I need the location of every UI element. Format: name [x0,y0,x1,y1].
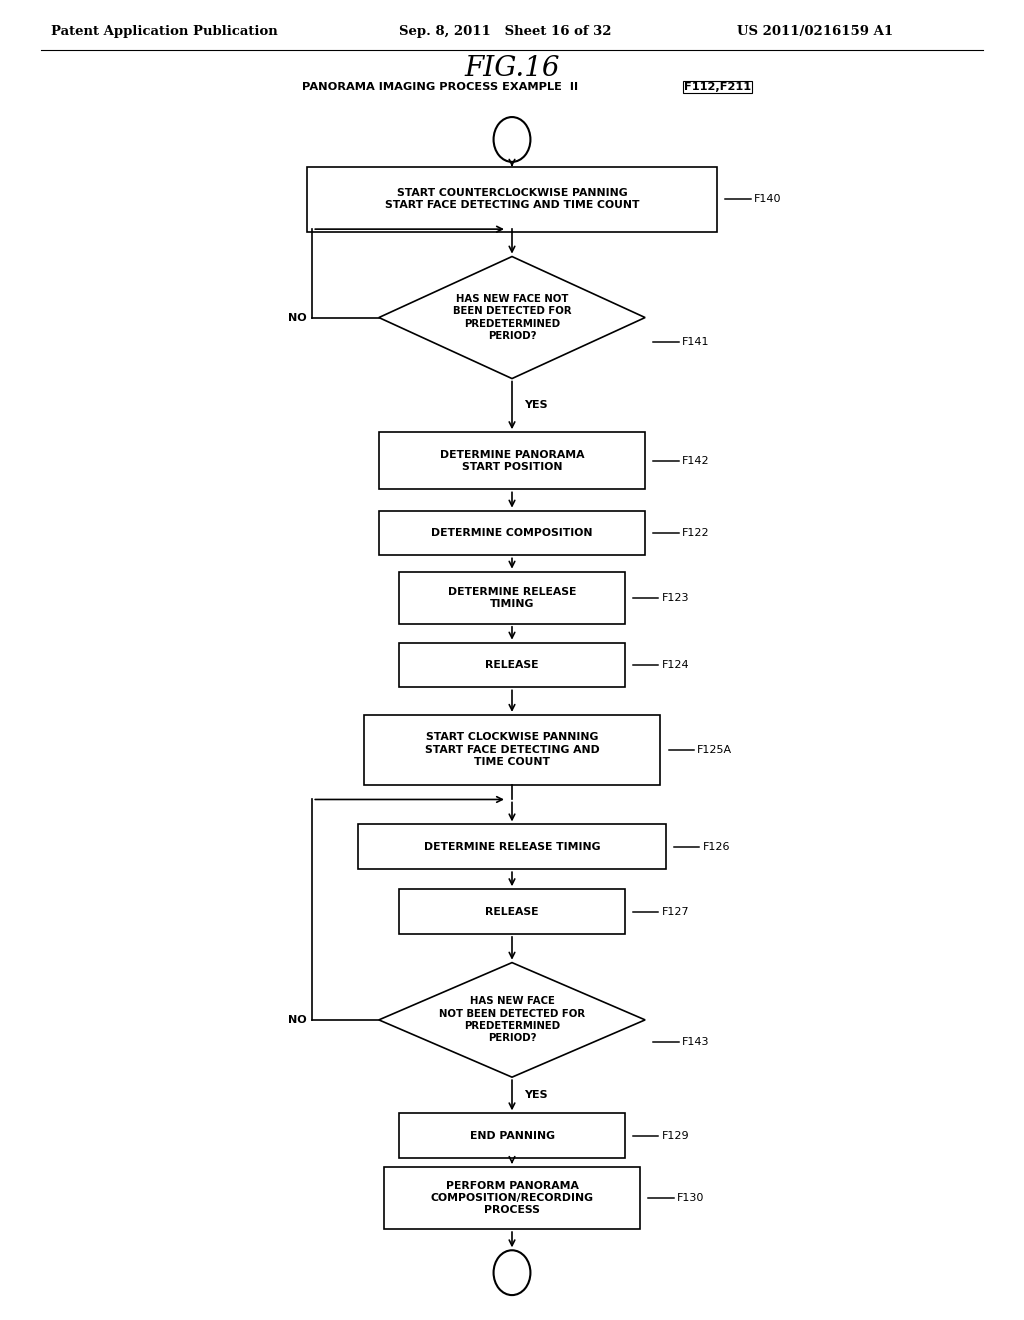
Text: F123: F123 [662,593,689,603]
Text: US 2011/0216159 A1: US 2011/0216159 A1 [737,25,893,38]
Text: F122: F122 [682,528,710,539]
Text: F112,F211: F112,F211 [684,82,752,92]
Text: F142: F142 [682,455,710,466]
Text: F126: F126 [702,842,730,851]
Text: F125A: F125A [697,744,732,755]
Text: FIG.16: FIG.16 [464,55,560,82]
FancyBboxPatch shape [399,643,625,688]
Text: PERFORM PANORAMA
COMPOSITION/RECORDING
PROCESS: PERFORM PANORAMA COMPOSITION/RECORDING P… [430,1180,594,1216]
FancyBboxPatch shape [358,825,666,869]
Text: F130: F130 [677,1193,705,1203]
Text: DETERMINE COMPOSITION: DETERMINE COMPOSITION [431,528,593,539]
Text: PANORAMA IMAGING PROCESS EXAMPLE  II: PANORAMA IMAGING PROCESS EXAMPLE II [302,82,579,92]
Text: START CLOCKWISE PANNING
START FACE DETECTING AND
TIME COUNT: START CLOCKWISE PANNING START FACE DETEC… [425,733,599,767]
Text: F141: F141 [682,338,710,347]
Text: YES: YES [524,400,548,411]
Text: F143: F143 [682,1038,710,1047]
Text: F129: F129 [662,1131,689,1140]
FancyBboxPatch shape [384,1167,640,1229]
Circle shape [494,1250,530,1295]
Text: Patent Application Publication: Patent Application Publication [51,25,278,38]
FancyBboxPatch shape [399,1113,625,1158]
FancyBboxPatch shape [399,572,625,624]
Text: HAS NEW FACE
NOT BEEN DETECTED FOR
PREDETERMINED
PERIOD?: HAS NEW FACE NOT BEEN DETECTED FOR PREDE… [439,997,585,1044]
Text: F140: F140 [754,194,781,205]
Text: F124: F124 [662,660,689,671]
FancyBboxPatch shape [364,715,660,784]
Text: YES: YES [524,1090,548,1101]
Polygon shape [379,962,645,1077]
FancyBboxPatch shape [307,166,717,231]
Text: DETERMINE RELEASE
TIMING: DETERMINE RELEASE TIMING [447,586,577,609]
Text: START COUNTERCLOCKWISE PANNING
START FACE DETECTING AND TIME COUNT: START COUNTERCLOCKWISE PANNING START FAC… [385,187,639,210]
Text: NO: NO [288,1015,306,1024]
FancyBboxPatch shape [379,432,645,490]
Text: NO: NO [288,313,306,322]
FancyBboxPatch shape [379,511,645,556]
Text: F127: F127 [662,907,689,916]
Text: Sep. 8, 2011   Sheet 16 of 32: Sep. 8, 2011 Sheet 16 of 32 [399,25,612,38]
Text: RELEASE: RELEASE [485,660,539,671]
Text: END PANNING: END PANNING [469,1131,555,1140]
FancyBboxPatch shape [399,890,625,935]
Polygon shape [379,256,645,379]
Circle shape [494,117,530,162]
Text: DETERMINE RELEASE TIMING: DETERMINE RELEASE TIMING [424,842,600,851]
Text: HAS NEW FACE NOT
BEEN DETECTED FOR
PREDETERMINED
PERIOD?: HAS NEW FACE NOT BEEN DETECTED FOR PREDE… [453,294,571,341]
Text: DETERMINE PANORAMA
START POSITION: DETERMINE PANORAMA START POSITION [439,450,585,473]
Text: RELEASE: RELEASE [485,907,539,916]
